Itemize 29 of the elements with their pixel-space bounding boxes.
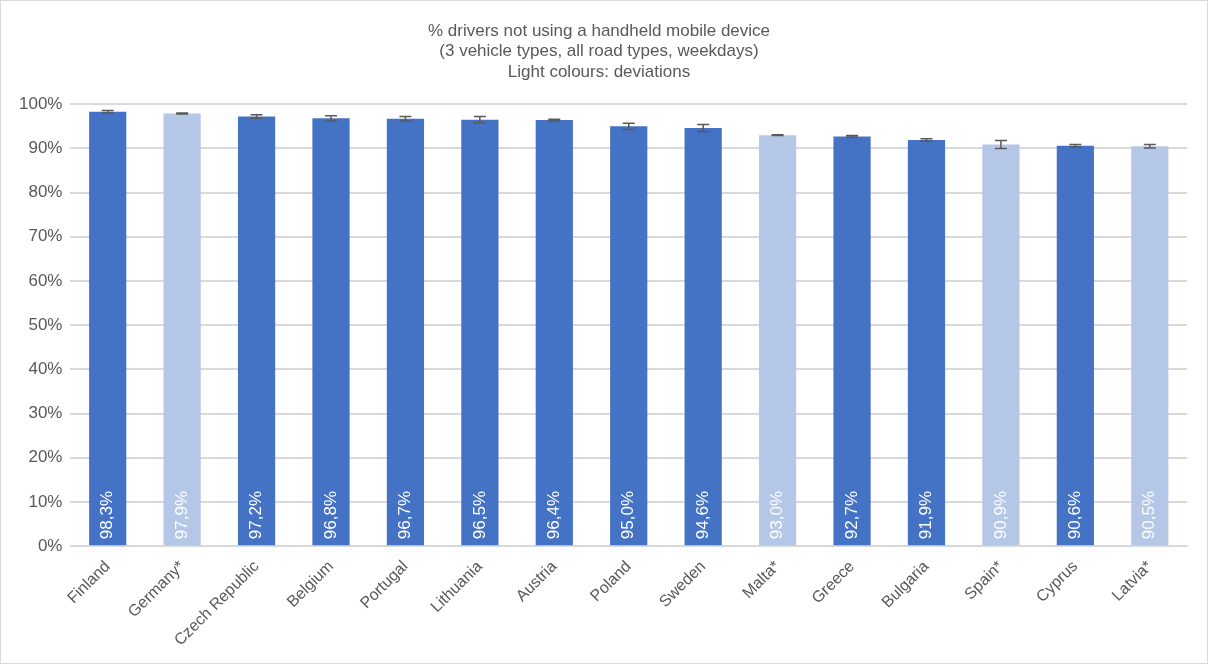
y-tick-label: 90% (28, 138, 63, 158)
data-label: 91,9% (916, 490, 936, 540)
data-label: 90,9% (990, 490, 1010, 540)
y-tick-label: 40% (28, 359, 63, 379)
y-tick-label: 50% (28, 314, 63, 334)
y-tick-label: 20% (28, 447, 63, 467)
data-label: 98,3% (97, 490, 117, 540)
data-label: 97,2% (246, 490, 266, 540)
text: Light colours: deviations (507, 61, 691, 81)
y-tick-label: 100% (19, 93, 63, 113)
data-label: 97,9% (171, 490, 191, 540)
y-tick-label: 70% (28, 226, 63, 246)
data-label: 93,0% (767, 490, 787, 540)
data-label: 94,6% (692, 490, 712, 540)
y-tick-label: 80% (28, 182, 63, 202)
y-tick-label: 60% (28, 270, 63, 290)
data-label: 96,8% (320, 490, 340, 540)
text: (3 vehicle types, all road types, weekdays) (439, 41, 759, 61)
data-label: 96,7% (395, 490, 415, 540)
y-tick-label: 10% (28, 491, 63, 511)
data-label: 90,5% (1139, 490, 1159, 540)
y-tick-label: 30% (28, 403, 63, 423)
y-tick-label: 0% (37, 535, 63, 555)
text: % drivers not using a handheld mobile device (427, 20, 771, 40)
data-label: 96,4% (543, 490, 563, 540)
data-label: 96,5% (469, 490, 489, 540)
data-label: 90,6% (1065, 490, 1085, 540)
data-label: 95,0% (618, 490, 638, 540)
data-label: 92,7% (841, 490, 861, 540)
